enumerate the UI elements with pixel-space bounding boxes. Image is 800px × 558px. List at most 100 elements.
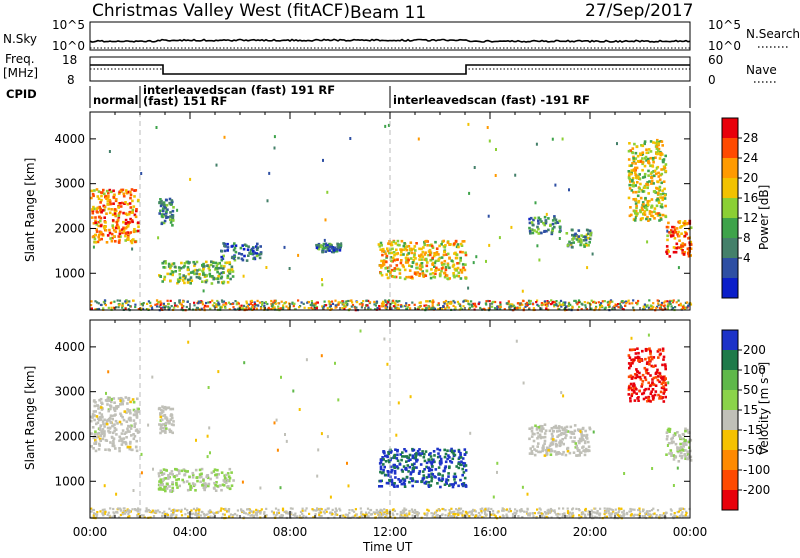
- echo-cell: [106, 426, 110, 430]
- echo-cell: [678, 239, 681, 242]
- echo-cell: [211, 275, 214, 278]
- ground-scatter-cell: [571, 515, 574, 518]
- ground-scatter-cell: [423, 512, 426, 515]
- echo-cell: [633, 399, 637, 402]
- y-tick-label: 2000: [54, 429, 85, 443]
- echo-cell: [404, 467, 407, 471]
- ground-scatter-cell: [280, 300, 283, 303]
- echo-cell: [463, 462, 467, 465]
- echo-cell: [628, 164, 631, 167]
- ground-scatter-cell: [562, 507, 565, 510]
- echo-cell: [386, 249, 390, 253]
- echo-cell: [446, 277, 449, 280]
- echo-cell: [633, 391, 636, 394]
- echo-cell: [396, 267, 400, 271]
- echo-cell: [124, 226, 128, 230]
- echo-cell: [648, 384, 652, 388]
- ground-scatter-cell: [219, 509, 222, 512]
- echo-cell: [379, 479, 382, 483]
- echo-cell: [100, 430, 103, 434]
- echo-cell: [542, 221, 545, 225]
- echo-cell: [634, 162, 637, 165]
- ground-scatter-cell: [270, 510, 274, 513]
- ground-scatter-cell: [600, 302, 603, 305]
- echo-cell: [631, 147, 635, 150]
- echo-cell: [227, 268, 230, 272]
- ground-scatter-cell: [600, 305, 604, 308]
- echo-cell: [407, 470, 410, 473]
- ground-scatter-cell: [566, 305, 569, 308]
- ground-scatter-cell: [301, 509, 304, 512]
- echo-cell: [133, 413, 137, 416]
- echo-cell: [103, 430, 106, 433]
- noise-cell: [324, 218, 327, 222]
- ground-scatter-cell: [459, 507, 463, 510]
- noise-cell: [208, 426, 211, 430]
- echo-cell: [414, 249, 417, 252]
- echo-cell: [162, 472, 166, 475]
- echo-cell: [540, 220, 543, 223]
- ground-scatter-cell: [508, 303, 511, 306]
- echo-cell: [111, 417, 114, 421]
- echo-cell: [656, 378, 660, 382]
- echo-cell: [672, 434, 676, 437]
- ground-scatter-cell: [225, 510, 229, 513]
- echo-cell: [420, 253, 423, 256]
- ground-scatter-cell: [156, 302, 159, 306]
- ground-scatter-cell: [418, 301, 421, 304]
- echo-cell: [634, 212, 637, 215]
- echo-cell: [172, 262, 176, 265]
- ground-scatter-cell: [172, 511, 175, 514]
- echo-cell: [665, 225, 669, 229]
- ground-scatter-cell: [447, 306, 451, 309]
- echo-cell: [158, 212, 161, 215]
- echo-cell: [163, 477, 166, 481]
- echo-cell: [647, 161, 651, 165]
- echo-cell: [429, 452, 432, 455]
- echo-cell: [164, 261, 167, 265]
- echo-cell: [653, 393, 657, 397]
- echo-cell: [98, 426, 102, 430]
- echo-cell: [446, 449, 449, 452]
- echo-cell: [380, 485, 384, 488]
- ground-scatter-cell: [102, 300, 105, 304]
- echo-cell: [627, 354, 631, 357]
- echo-cell: [635, 368, 638, 371]
- noise-cell: [468, 191, 471, 195]
- ground-scatter-cell: [668, 300, 671, 303]
- echo-cell: [390, 478, 394, 482]
- ground-scatter-cell: [567, 304, 571, 307]
- ground-scatter-cell: [99, 510, 102, 513]
- noise-cell: [115, 492, 118, 496]
- ground-scatter-cell: [458, 303, 462, 306]
- ground-scatter-cell: [545, 515, 548, 518]
- echo-cell: [579, 238, 583, 242]
- ground-scatter-cell: [488, 300, 491, 303]
- colorbar-swatch: [722, 490, 738, 511]
- ground-scatter-cell: [118, 299, 122, 302]
- echo-cell: [543, 439, 547, 443]
- freq-axis-top: 18: [62, 53, 77, 67]
- echo-cell: [439, 463, 442, 466]
- ground-scatter-cell: [610, 508, 613, 511]
- colorbar-swatch: [722, 410, 738, 431]
- ground-scatter-cell: [375, 508, 378, 512]
- ground-scatter-cell: [108, 514, 111, 517]
- echo-cell: [543, 215, 547, 219]
- echo-cell: [395, 457, 399, 460]
- ground-scatter-cell: [679, 507, 682, 510]
- echo-cell: [200, 467, 204, 471]
- echo-cell: [402, 265, 405, 269]
- ground-scatter-cell: [394, 302, 397, 305]
- echo-cell: [644, 387, 648, 391]
- noise-cell: [551, 137, 554, 141]
- echo-cell: [207, 484, 210, 488]
- echo-cell: [636, 347, 639, 350]
- echo-cell: [93, 418, 96, 422]
- ground-scatter-cell: [321, 305, 324, 308]
- echo-cell: [406, 253, 409, 257]
- echo-cell: [649, 349, 652, 353]
- ground-scatter-cell: [149, 301, 152, 304]
- echo-cell: [660, 382, 664, 386]
- ground-scatter-cell: [586, 301, 589, 304]
